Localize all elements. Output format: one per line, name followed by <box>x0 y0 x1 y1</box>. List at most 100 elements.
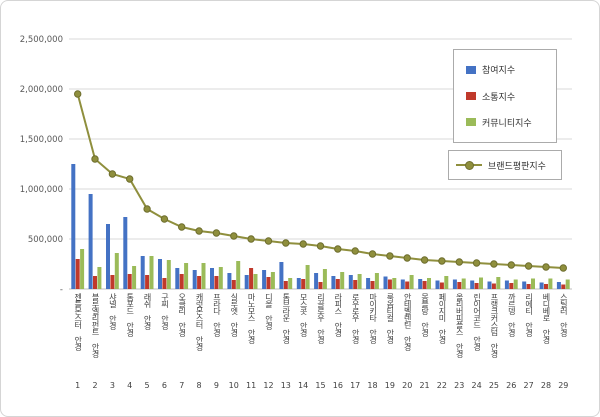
line-marker <box>386 252 394 260</box>
bar-참여지수 <box>452 279 457 289</box>
bar-참여지수 <box>244 275 249 289</box>
bar-소통지수 <box>249 268 254 289</box>
category-index: 21 <box>419 381 430 390</box>
bar-커뮤니티지수 <box>565 279 570 289</box>
line-marker <box>351 247 359 255</box>
bar-소통지수 <box>301 279 306 289</box>
category-label: 오클리 안경 <box>177 293 187 336</box>
category-index: 20 <box>402 381 413 390</box>
category-cell: 페이지미 안경 <box>433 293 450 379</box>
line-marker <box>212 229 221 237</box>
bar-참여지수 <box>192 270 197 289</box>
category-cell: 리에티 안경 <box>520 293 537 379</box>
bar-커뮤니티지수 <box>479 277 483 289</box>
category-cell: 톰포드 안경 <box>121 293 138 379</box>
line-marker <box>230 232 238 240</box>
bar-참여지수 <box>504 280 509 289</box>
bar-참여지수 <box>296 278 301 289</box>
bar-소통지수 <box>544 284 548 289</box>
bar-커뮤니티지수 <box>496 277 501 289</box>
participation-swatch-icon <box>466 65 476 74</box>
category-label: 디올 안경 <box>264 293 274 329</box>
line-marker <box>438 257 446 265</box>
category-label: 블루엘리펀트 안경 <box>91 293 101 357</box>
category-cell: 톰브라운 안경 <box>277 293 294 379</box>
category-cell: 구찌 안경 <box>156 293 173 379</box>
category-cell: 블루엘리펀트 안경 <box>86 293 103 379</box>
bar-소통지수 <box>110 275 115 289</box>
bar-소통지수 <box>266 277 271 289</box>
legend-entry-participation: 참여지수 <box>466 63 556 76</box>
legend-entry-communication: 소통지수 <box>466 90 556 103</box>
category-label: 리에티 안경 <box>524 293 534 336</box>
category-cell: 프라다 안경 <box>208 293 225 379</box>
category-cell: 모스콧 안경 <box>294 293 311 379</box>
bar-참여지수 <box>487 281 492 289</box>
category-label: 리끌로우 안경 <box>316 293 326 343</box>
bar-참여지수 <box>522 281 527 289</box>
bar-소통지수 <box>370 281 375 289</box>
category-cell: 몽블랑 안경 <box>416 293 433 379</box>
bar-커뮤니티지수 <box>340 272 345 289</box>
reputation-line-sample-icon <box>456 160 482 170</box>
community-swatch-icon <box>466 118 476 127</box>
bar-커뮤니티지수 <box>201 263 206 289</box>
category-index: 24 <box>471 381 482 390</box>
line-marker <box>74 90 82 98</box>
bar-커뮤니티지수 <box>288 278 293 289</box>
bar-참여지수 <box>366 278 371 289</box>
line-marker <box>334 245 342 253</box>
line-marker <box>178 223 186 231</box>
category-cell: 까르뎅 안경 <box>503 293 520 379</box>
bar-소통지수 <box>283 281 288 289</box>
category-cell: 룩옵티컬 안경 <box>381 293 398 379</box>
line-marker <box>126 175 134 183</box>
line-marker <box>282 239 290 247</box>
bar-소통지수 <box>214 276 219 289</box>
category-label: 실루엣 안경 <box>229 293 239 336</box>
category-index: 19 <box>384 381 395 390</box>
category-label: 린이어코드 안경 <box>472 293 482 350</box>
category-cell: 올리버피플스 안경 <box>451 293 468 379</box>
bar-커뮤니티지수 <box>236 261 241 289</box>
bar-참여지수 <box>470 280 475 289</box>
bar-참여지수 <box>539 282 544 289</box>
bar-참여지수 <box>279 262 284 289</box>
bar-소통지수 <box>162 278 167 289</box>
bar-소통지수 <box>318 282 323 289</box>
bar-커뮤니티지수 <box>513 279 518 289</box>
line-marker <box>316 242 325 250</box>
bar-참여지수 <box>418 279 423 289</box>
communication-swatch-icon <box>466 92 476 100</box>
line-marker <box>299 240 307 248</box>
category-label: 페이지미 안경 <box>437 293 447 343</box>
bar-소통지수 <box>75 259 80 289</box>
category-label: 로우로우 안경 <box>351 293 361 343</box>
bar-참여지수 <box>123 217 128 289</box>
category-index: 13 <box>280 381 291 390</box>
bar-커뮤니티지수 <box>409 275 414 289</box>
bar-참여지수 <box>106 224 110 289</box>
line-marker <box>507 261 515 269</box>
bar-커뮤니티지수 <box>461 278 466 289</box>
category-cell: 캐럿몬스터 안경 <box>190 293 207 379</box>
line-marker <box>455 258 463 266</box>
line-marker <box>542 263 550 271</box>
bar-커뮤니티지수 <box>149 256 154 289</box>
bar-참여지수 <box>140 256 145 289</box>
bar-소통지수 <box>179 274 184 289</box>
bar-소통지수 <box>457 282 462 289</box>
bar-참여지수 <box>262 270 267 289</box>
category-cell: 로우로우 안경 <box>347 293 364 379</box>
category-cell: 래쉬 안경 <box>138 293 155 379</box>
bar-참여지수 <box>314 273 319 289</box>
category-cell: 실루엣 안경 <box>225 293 242 379</box>
line-marker <box>108 170 117 178</box>
category-label: 프랭크커스텀 안경 <box>489 293 499 357</box>
category-cell: 베디베로 안경 <box>537 293 554 379</box>
category-cell: 마이키타 안경 <box>364 293 381 379</box>
legend-line-series: 브랜드평판지수 <box>448 150 562 180</box>
bar-커뮤니티지수 <box>97 267 102 289</box>
line-marker <box>368 250 377 258</box>
